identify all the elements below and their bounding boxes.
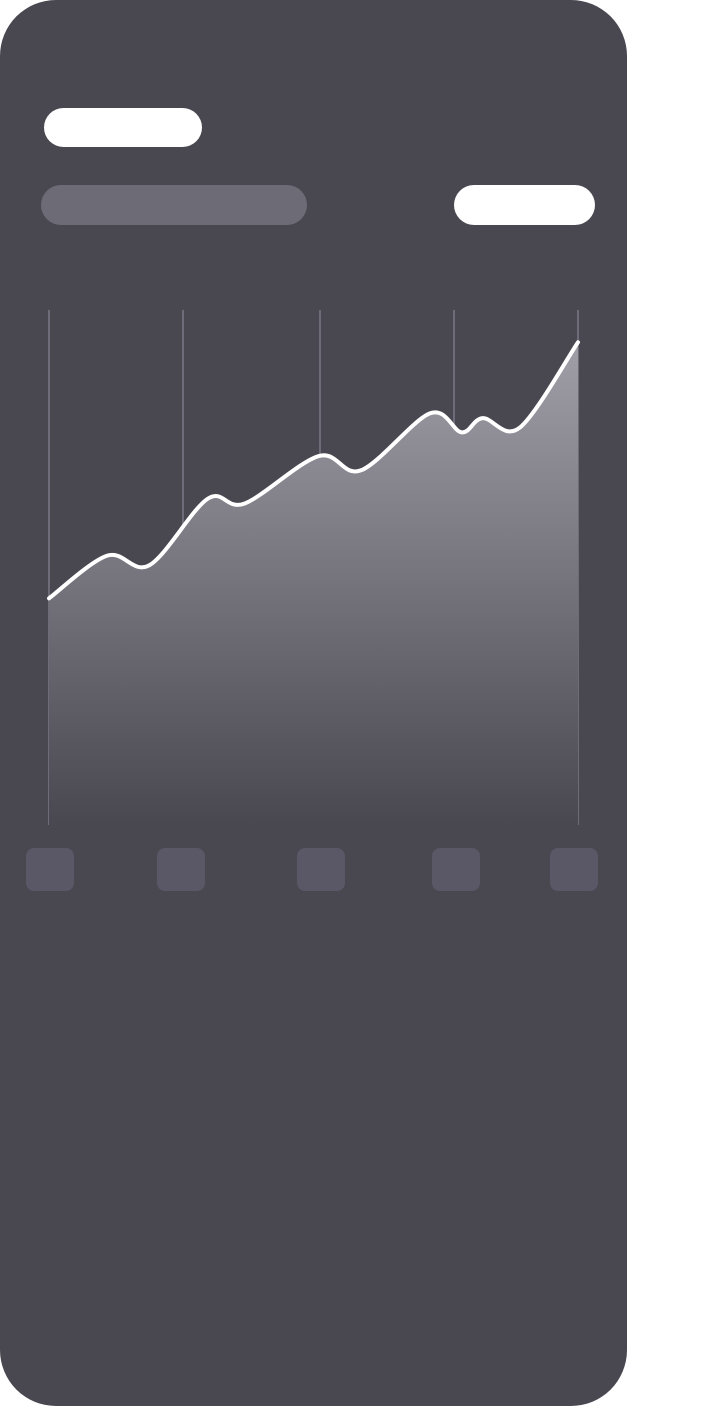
series-line <box>47 340 580 601</box>
x-tick-label <box>297 848 345 891</box>
phone-card <box>0 0 627 1406</box>
area-chart <box>47 310 580 825</box>
title-placeholder <box>44 108 202 147</box>
x-tick-label <box>550 848 598 891</box>
subtitle-placeholder <box>41 185 307 225</box>
area-fill <box>49 342 578 825</box>
action-button[interactable] <box>454 185 595 225</box>
x-tick-label <box>157 848 205 891</box>
x-tick-label <box>26 848 74 891</box>
x-tick-label <box>432 848 480 891</box>
